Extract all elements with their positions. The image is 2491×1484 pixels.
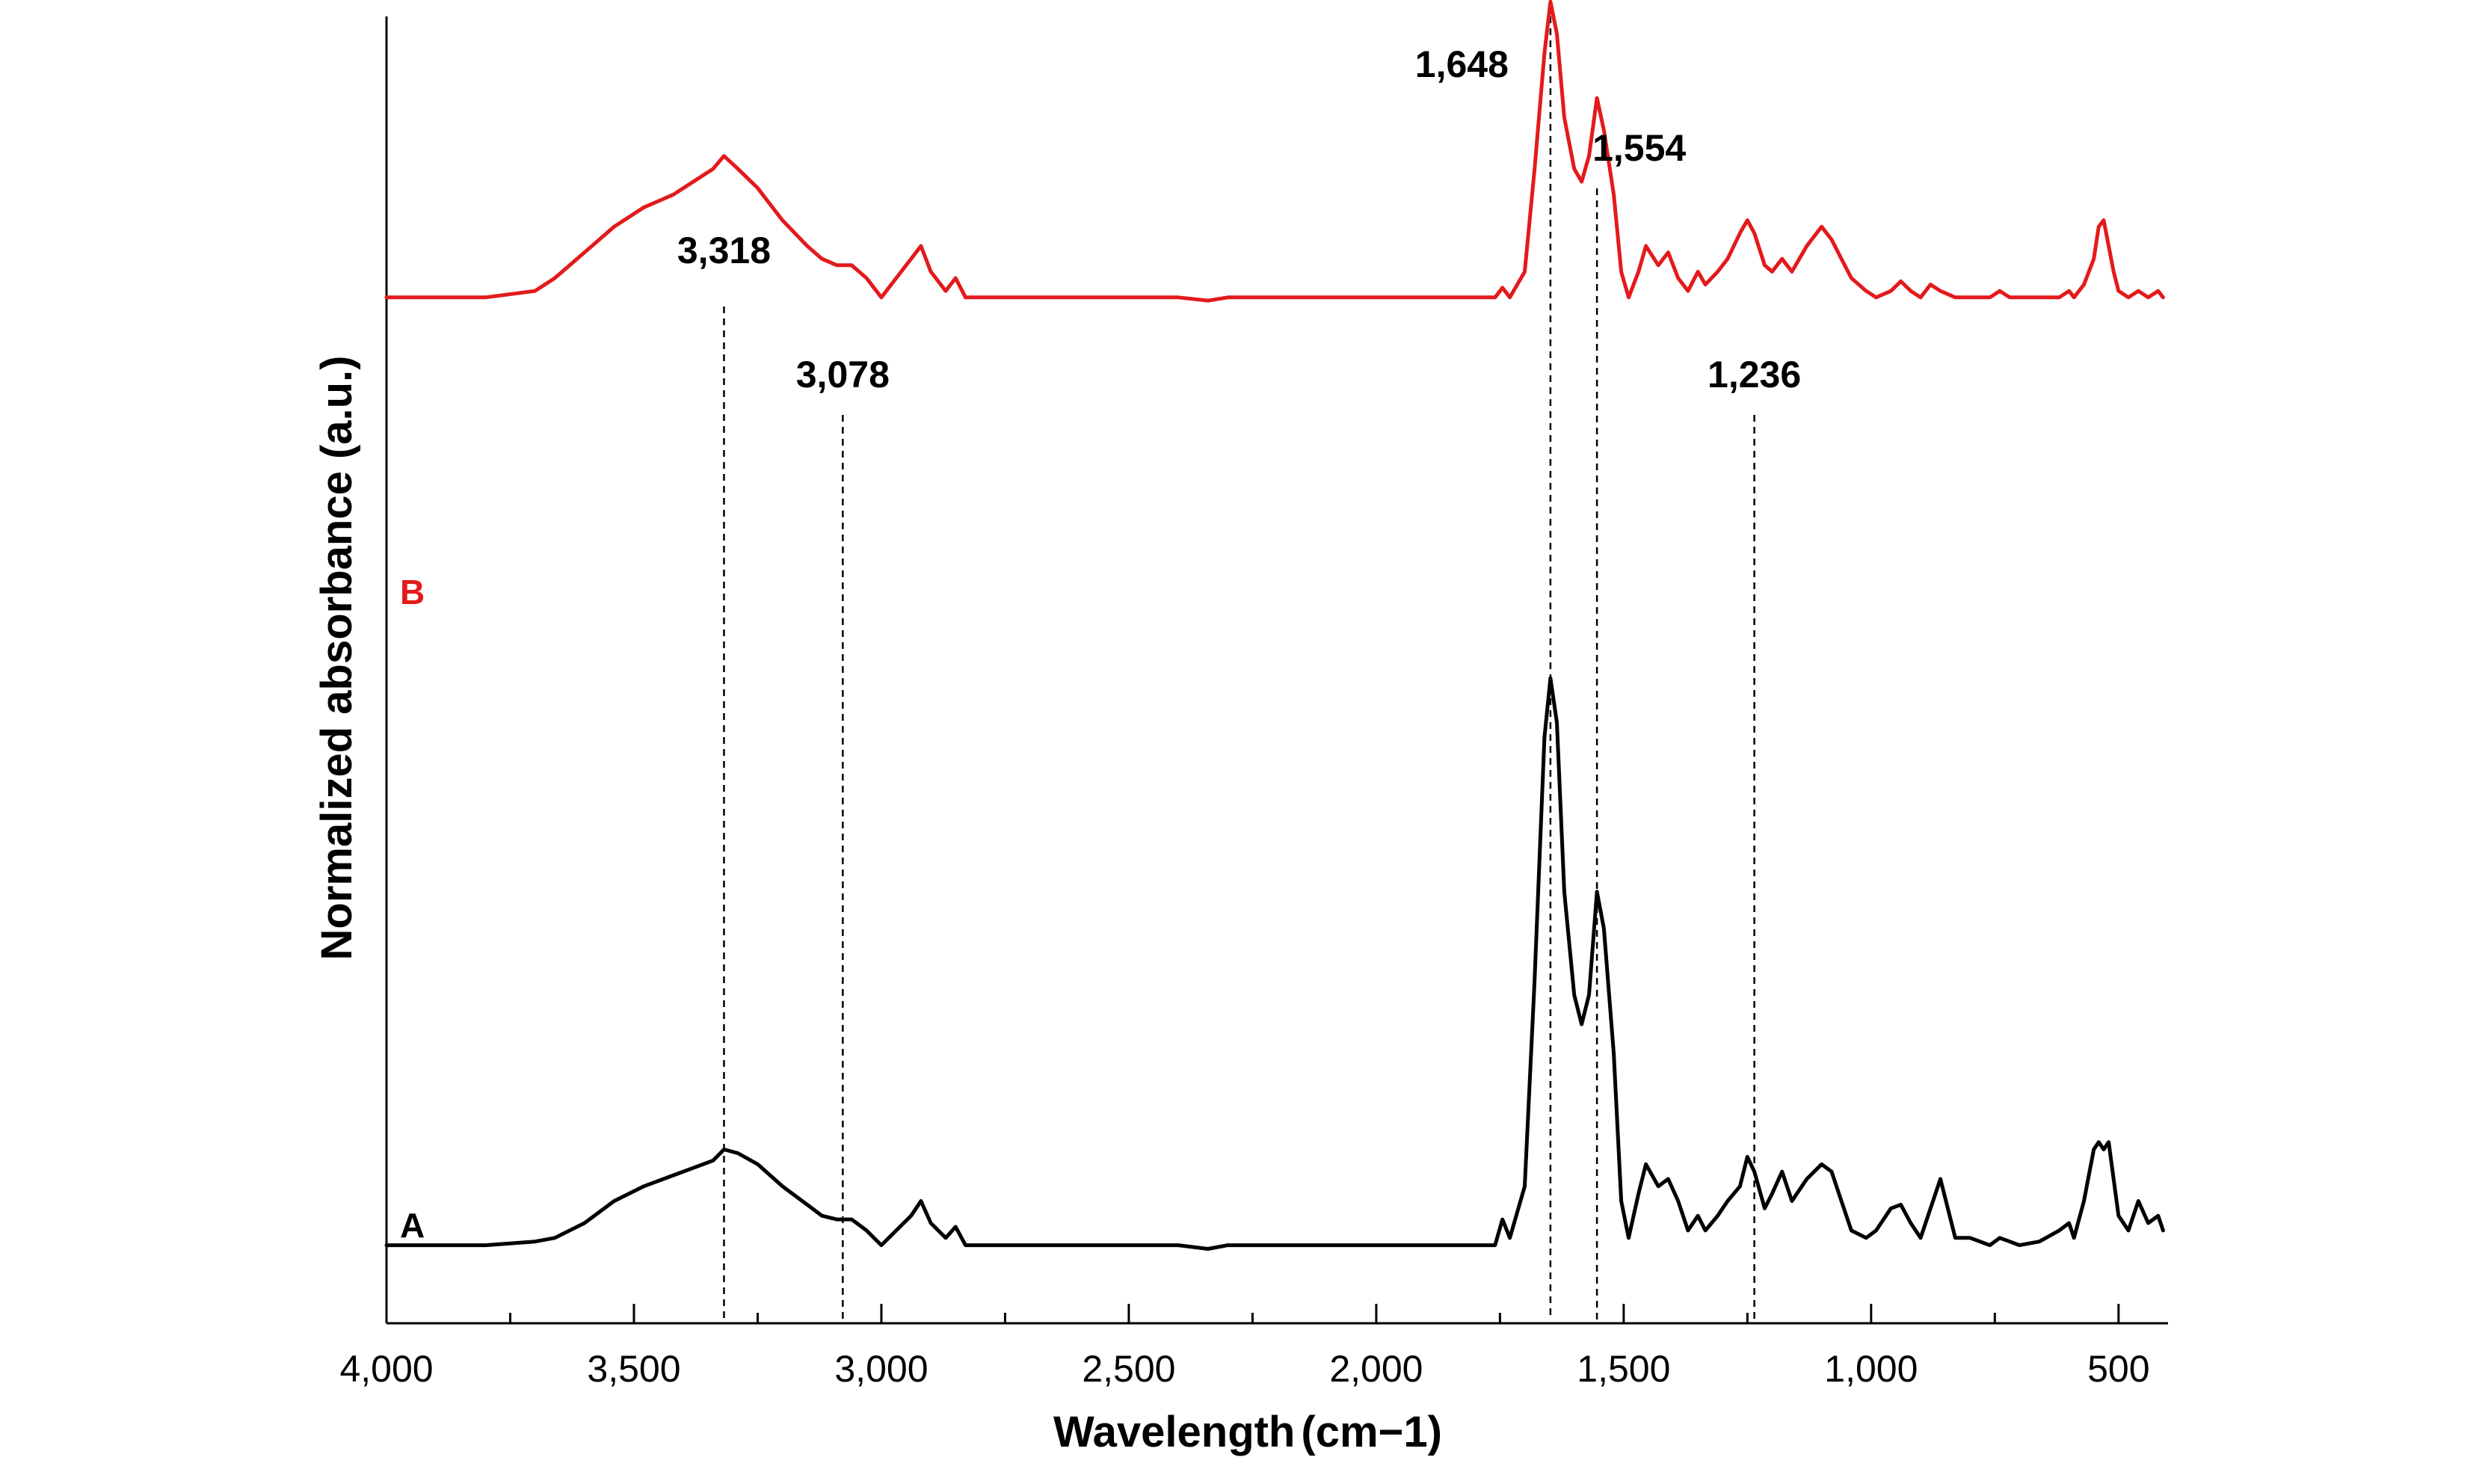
peak-label: 1,554 [1592, 127, 1686, 169]
x-tick-label: 2,000 [1329, 1348, 1423, 1390]
series-layer [384, 0, 2165, 1251]
axes-layer: 4,000 3,500 3,000 2,500 2,000 1,500 1,000 500 [339, 16, 2168, 1390]
guides-layer [723, 16, 1755, 1320]
peak-label: 1,648 [1415, 43, 1509, 85]
x-tick-label: 3,000 [834, 1348, 928, 1390]
peak-label: 1,236 [1708, 354, 1801, 395]
x-tick-label: 500 [2087, 1348, 2149, 1390]
x-tick-label: 1,500 [1577, 1348, 1670, 1390]
series-line-b [384, 0, 2165, 303]
x-axis-title-unit: (cm−1) [1301, 1408, 1442, 1456]
x-axis-title-main: Wavelength [1053, 1408, 1295, 1456]
x-tick-label: 4,000 [339, 1348, 433, 1390]
y-axis-title: Normalized absorbance (a.u.) [312, 356, 361, 961]
peak-label: 3,318 [677, 230, 771, 271]
x-axis-title: Wavelength (cm−1) [1053, 1408, 1442, 1456]
x-tick-label: 2,500 [1082, 1348, 1175, 1390]
series-label-b: B [400, 573, 425, 612]
x-tick-label: 1,000 [1824, 1348, 1918, 1390]
peak-label: 3,078 [796, 354, 890, 395]
series-line-a [384, 676, 2165, 1251]
series-label-a: A [400, 1206, 425, 1245]
labels-layer: 3,318 3,078 1,648 1,554 1,236 B A [400, 43, 1801, 1245]
x-tick-label: 3,500 [587, 1348, 680, 1390]
